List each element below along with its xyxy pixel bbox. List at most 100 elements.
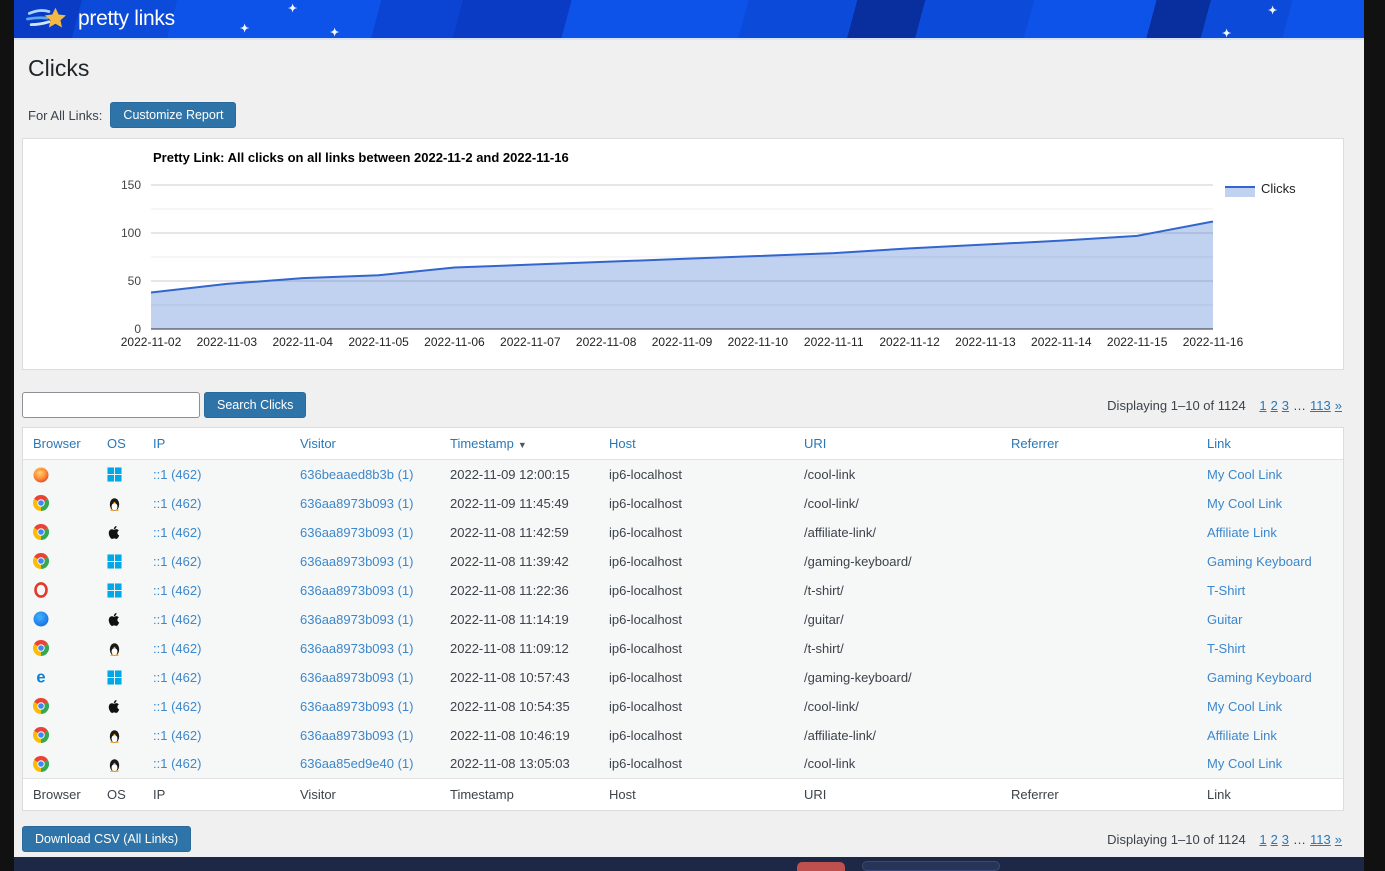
- pagination-ellipsis: …: [1293, 397, 1307, 413]
- apple-icon: [107, 612, 122, 627]
- clicks-table: Browser OS IP Visitor Timestamp ▼ Host URI Refer…: [23, 428, 1343, 811]
- ip-link[interactable]: ::1 (462): [153, 466, 202, 482]
- uri-cell: /cool-link/: [794, 691, 1001, 721]
- pretty-links-logo: pretty links: [26, 5, 175, 33]
- referrer-cell: [1001, 720, 1197, 750]
- chrome-icon: [33, 698, 49, 715]
- link-link[interactable]: T-Shirt: [1207, 582, 1246, 598]
- sparkle-icon: ✦: [240, 23, 250, 35]
- table-header-row: Browser OS IP Visitor Timestamp ▼ Host URI Refer…: [23, 428, 1343, 460]
- browser-cell: [23, 488, 97, 518]
- displaying-text: Displaying 1–10 of 1124: [1107, 397, 1246, 413]
- ip-link[interactable]: ::1 (462): [153, 553, 202, 569]
- windows-icon: [107, 554, 122, 569]
- visitor-link[interactable]: 636aa8973b093 (1): [300, 553, 414, 569]
- ip-link[interactable]: ::1 (462): [153, 611, 202, 627]
- host-cell: ip6-localhost: [599, 633, 794, 663]
- page-link-last[interactable]: 113: [1310, 831, 1331, 847]
- column-header-browser: Browser: [23, 428, 97, 460]
- pagination-ellipsis: …: [1293, 831, 1307, 847]
- table-row: ::1 (462) 636aa85ed9e40 (1) 2022-11-08 13:…: [23, 749, 1343, 779]
- customize-report-button[interactable]: Customize Report: [110, 102, 237, 128]
- browser-cell: [23, 633, 97, 663]
- ip-link[interactable]: ::1 (462): [153, 698, 202, 714]
- visitor-link[interactable]: 636aa8973b093 (1): [300, 698, 414, 714]
- table-row: ::1 (462) 636aa8973b093 (1) 2022-11-09 11:…: [23, 488, 1343, 518]
- search-clicks-button[interactable]: Search Clicks: [204, 392, 307, 418]
- admin-page: ✦ ✦ ✦ ✦ ✦ pretty links Clicks For All Li…: [14, 0, 1364, 857]
- visitor-link[interactable]: 636aa85ed9e40 (1): [300, 756, 414, 772]
- visitor-link[interactable]: 636aa8973b093 (1): [300, 582, 414, 598]
- table-row: ::1 (462) 636beaaed8b3b (1) 2022-11-09 12:…: [23, 459, 1343, 489]
- page-link-2[interactable]: 2: [1270, 831, 1278, 847]
- link-link[interactable]: Affiliate Link: [1207, 727, 1277, 743]
- visitor-link[interactable]: 636aa8973b093 (1): [300, 611, 414, 627]
- uri-cell: /guitar/: [794, 604, 1001, 634]
- link-link[interactable]: My Cool Link: [1207, 756, 1283, 772]
- svg-text:2022-11-06: 2022-11-06: [424, 335, 485, 349]
- apple-icon: [107, 525, 122, 540]
- next-page-link[interactable]: »: [1334, 831, 1342, 847]
- link-link[interactable]: T-Shirt: [1207, 640, 1246, 656]
- ip-link[interactable]: ::1 (462): [153, 669, 202, 685]
- link-link[interactable]: Gaming Keyboard: [1207, 669, 1312, 685]
- svg-text:2022-11-13: 2022-11-13: [955, 335, 1016, 349]
- page-link-2[interactable]: 2: [1270, 397, 1278, 413]
- page-link-3[interactable]: 3: [1281, 397, 1290, 413]
- visitor-link[interactable]: 636aa8973b093 (1): [300, 640, 414, 656]
- linux-icon: [107, 728, 122, 744]
- ip-link[interactable]: ::1 (462): [153, 756, 202, 772]
- background-window-strip: [14, 857, 1364, 871]
- referrer-cell: [1001, 488, 1197, 518]
- link-link[interactable]: Gaming Keyboard: [1207, 553, 1312, 569]
- chrome-icon: [33, 524, 49, 541]
- page-link-3[interactable]: 3: [1281, 831, 1290, 847]
- timestamp-cell: 2022-11-08 11:22:36: [440, 575, 599, 605]
- column-header-ip: IP: [143, 428, 290, 460]
- brand-header: ✦ ✦ ✦ ✦ ✦ pretty links: [14, 0, 1364, 40]
- link-link[interactable]: My Cool Link: [1207, 466, 1283, 482]
- visitor-link[interactable]: 636aa8973b093 (1): [300, 669, 414, 685]
- svg-text:0: 0: [134, 322, 141, 336]
- ip-link[interactable]: ::1 (462): [153, 640, 202, 656]
- page-link-1[interactable]: 1: [1259, 397, 1267, 413]
- table-row: ::1 (462) 636aa8973b093 (1) 2022-11-08 11:…: [23, 633, 1343, 663]
- footer-column-header-timestamp: Timestamp: [440, 778, 599, 811]
- ip-link[interactable]: ::1 (462): [153, 582, 202, 598]
- os-cell: [97, 575, 143, 605]
- referrer-cell: [1001, 691, 1197, 721]
- browser-cell: [23, 546, 97, 576]
- column-header-uri: URI: [794, 428, 1001, 460]
- search-clicks-input[interactable]: [22, 392, 200, 418]
- page-link-last[interactable]: 113: [1310, 397, 1331, 413]
- next-page-link[interactable]: »: [1334, 397, 1342, 413]
- link-link[interactable]: My Cool Link: [1207, 495, 1283, 511]
- page-link-1[interactable]: 1: [1259, 831, 1267, 847]
- browser-cell: [23, 749, 97, 779]
- os-cell: [97, 604, 143, 634]
- column-header-referrer: Referrer: [1001, 428, 1197, 460]
- visitor-link[interactable]: 636aa8973b093 (1): [300, 495, 414, 511]
- referrer-cell: [1001, 633, 1197, 663]
- table-body: ::1 (462) 636beaaed8b3b (1) 2022-11-09 12:…: [23, 459, 1343, 779]
- visitor-link[interactable]: 636aa8973b093 (1): [300, 524, 414, 540]
- pagination-top: Displaying 1–10 of 1124 1 2 3… 113»: [1107, 398, 1344, 413]
- link-link[interactable]: My Cool Link: [1207, 698, 1283, 714]
- ip-link[interactable]: ::1 (462): [153, 495, 202, 511]
- os-cell: [97, 720, 143, 750]
- visitor-link[interactable]: 636aa8973b093 (1): [300, 727, 414, 743]
- table-footer-row: Browser OS IP Visitor Timestamp Host URI Referr…: [23, 778, 1343, 811]
- download-csv-button[interactable]: Download CSV (All Links): [22, 826, 192, 853]
- ip-link[interactable]: ::1 (462): [153, 727, 202, 743]
- uri-cell: /affiliate-link/: [794, 517, 1001, 547]
- visitor-link[interactable]: 636beaaed8b3b (1): [300, 466, 414, 482]
- browser-cell: [23, 604, 97, 634]
- ip-link[interactable]: ::1 (462): [153, 524, 202, 540]
- link-link[interactable]: Affiliate Link: [1207, 524, 1277, 540]
- table-row: e::1 (462) 636aa8973b093 (1) 2022-11-08 10…: [23, 662, 1343, 692]
- column-header-timestamp: Timestamp ▼: [440, 428, 599, 460]
- link-link[interactable]: Guitar: [1207, 611, 1243, 627]
- host-cell: ip6-localhost: [599, 604, 794, 634]
- host-cell: ip6-localhost: [599, 488, 794, 518]
- host-cell: ip6-localhost: [599, 720, 794, 750]
